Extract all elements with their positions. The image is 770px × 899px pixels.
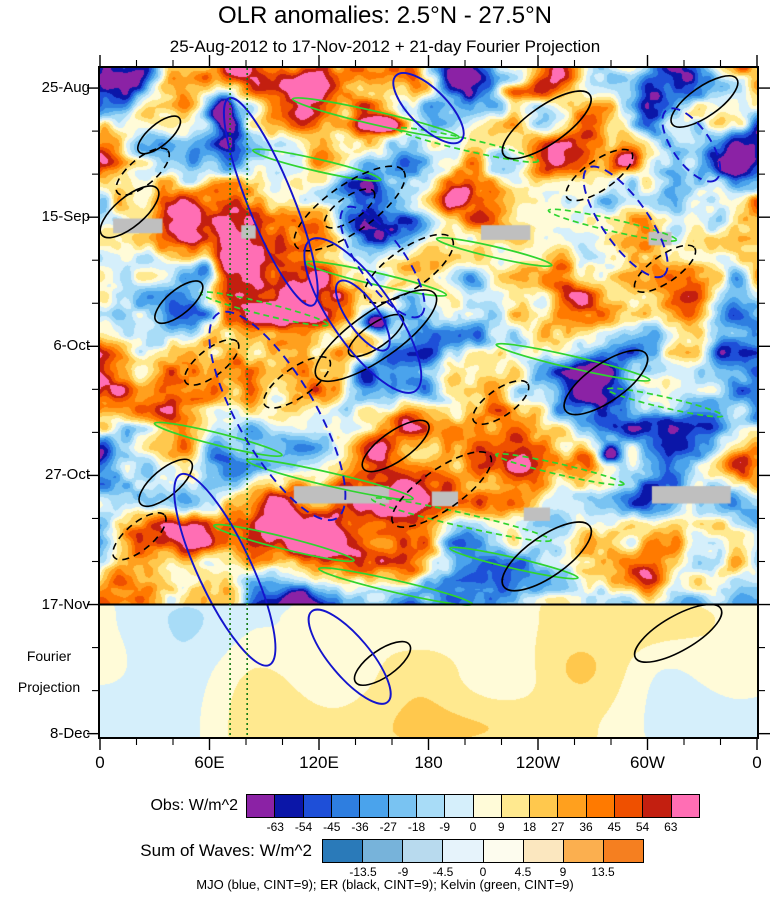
colorbar-tick-label: 27 <box>551 820 565 834</box>
colorbar-segment <box>615 795 644 817</box>
colorbar-tick-label: -13.5 <box>349 865 377 879</box>
colorbar-segment <box>323 840 364 862</box>
colorbar-segment <box>247 795 276 817</box>
colorbar-segment <box>523 840 564 862</box>
colorbar-segment <box>445 795 474 817</box>
colorbar-segment <box>403 840 444 862</box>
colorbar-tick-label: 4.5 <box>514 865 532 879</box>
er-contours <box>99 75 739 687</box>
x-tick-label: 0 <box>95 753 105 772</box>
colorbar-tick-label: -54 <box>294 820 313 834</box>
x-tick-label: 120W <box>515 753 561 772</box>
kelvin-contours <box>153 97 724 607</box>
colorbar-segment <box>363 840 404 862</box>
y-tick-label: 27-Oct <box>44 466 90 484</box>
y-tick-label: 6-Oct <box>53 337 90 355</box>
colorbar-segment <box>671 795 699 817</box>
fourier-label-line1: Fourier <box>26 648 72 664</box>
colorbar-tick-label: 0 <box>469 820 477 834</box>
x-tick-label: 60W <box>630 753 665 772</box>
y-tick-label: 25-Aug <box>41 79 90 97</box>
colorbar-segment <box>388 795 417 817</box>
wave-legend-caption: MJO (blue, CINT=9); ER (black, CINT=9); … <box>196 877 574 892</box>
colorbar-tick-label: -18 <box>407 820 426 834</box>
colorbar-tick-label: -63 <box>266 820 284 834</box>
waves-colorbar <box>322 839 644 863</box>
colorbar-tick-label: 13.5 <box>591 865 615 879</box>
colorbar-tick-label: -4.5 <box>432 865 454 879</box>
colorbar-segment <box>530 795 559 817</box>
y-tick-label: 17-Nov <box>41 595 90 613</box>
mjo-contours <box>173 72 722 705</box>
x-tick-label: 120E <box>299 753 339 772</box>
y-tick-label: 15-Sep <box>41 208 90 226</box>
colorbar-segment <box>483 840 524 862</box>
colorbar-tick-label: -45 <box>323 820 341 834</box>
colorbar-tick-label: 63 <box>664 820 678 834</box>
colorbar-segment <box>586 795 616 817</box>
plot-area <box>87 55 770 750</box>
obs-colorbar <box>246 794 700 818</box>
colorbar-tick-label: -27 <box>379 820 397 834</box>
olr-anomaly-field-canvas <box>100 68 757 737</box>
colorbar-segment <box>275 795 304 817</box>
colorbar-tick-label: 45 <box>607 820 621 834</box>
wave-contour-overlay <box>87 55 770 750</box>
axis-ticks <box>87 55 770 750</box>
colorbar-tick-label: 9 <box>497 820 505 834</box>
colorbar-segment <box>416 795 446 817</box>
colorbar-tick-label: 54 <box>635 820 650 834</box>
colorbar-segment <box>643 795 672 817</box>
colorbar-segment <box>443 840 484 862</box>
colorbar-tick-label: 9 <box>559 865 567 879</box>
x-tick-label: 0 <box>752 753 762 772</box>
x-tick-label: 60E <box>194 753 225 772</box>
colorbar-tick-label: 18 <box>522 820 537 834</box>
colorbar-tick-label: -9 <box>397 865 409 879</box>
chart-title: OLR anomalies: 2.5°N - 27.5°N <box>217 2 552 29</box>
colorbar-tick-label: -9 <box>439 820 451 834</box>
fourier-projection-label: Fourier Projection <box>2 648 96 710</box>
analysis-longitude-lines <box>229 68 248 737</box>
colorbar-segment <box>501 795 531 817</box>
colorbar-segment <box>563 840 604 862</box>
colorbar-segment <box>331 795 361 817</box>
colorbar-segment <box>360 795 389 817</box>
x-tick-label: 180 <box>414 753 443 772</box>
colorbar-tick-label: -36 <box>351 820 369 834</box>
waves-colorbar-label: Sum of Waves: W/m^2 <box>140 841 312 860</box>
chart-subtitle: 25-Aug-2012 to 17-Nov-2012 + 21-day Four… <box>169 37 601 56</box>
y-tick-label: 8-Dec <box>49 724 90 742</box>
colorbar-tick-label: 36 <box>579 820 593 834</box>
colorbar-tick-label: 0 <box>479 865 487 879</box>
fourier-label-line2: Projection <box>17 679 81 695</box>
colorbar-segment <box>473 795 502 817</box>
colorbar-segment <box>558 795 587 817</box>
colorbar-segment <box>603 840 643 862</box>
obs-colorbar-label: Obs: W/m^2 <box>150 797 238 814</box>
colorbar-segment <box>303 795 332 817</box>
